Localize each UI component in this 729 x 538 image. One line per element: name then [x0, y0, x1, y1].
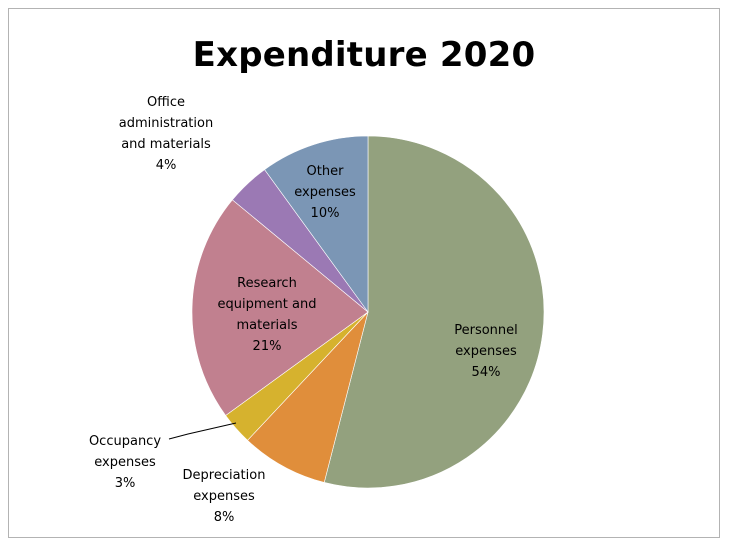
- pie-slice-depreciation-expenses: [247, 311, 369, 483]
- occupancy-leader-line: [168, 422, 237, 440]
- data-label-line: Other: [307, 164, 345, 179]
- data-label-line: Office: [147, 95, 185, 110]
- data-label-line: materials: [236, 318, 297, 333]
- data-label-depreciation-expenses: Depreciation expenses 8%: [183, 468, 266, 525]
- pie-slice-research-equipment-and-materials: [191, 199, 369, 416]
- pie-slice-other-expenses: [264, 135, 369, 313]
- data-label-line: expenses: [193, 489, 255, 504]
- chart-title: Expenditure 2020: [192, 35, 536, 75]
- data-label-occupancy-expenses: Occupancy expenses 3%: [89, 434, 161, 491]
- data-label-line: administration: [119, 116, 213, 131]
- data-label-line: 21%: [253, 339, 282, 354]
- data-label-line: Depreciation: [183, 468, 266, 483]
- data-label-personnel-expenses: Personnel expenses 54%: [454, 323, 518, 380]
- data-label-line: 10%: [311, 206, 340, 221]
- data-label-line: Research: [237, 276, 297, 291]
- data-label-line: 8%: [214, 510, 235, 525]
- data-label-line: 3%: [115, 476, 136, 491]
- data-label-line: expenses: [294, 185, 356, 200]
- data-label-office-administration-and-materials: Office administration and materials 4%: [119, 95, 213, 173]
- data-label-research-equipment-and-materials: Research equipment and materials 21%: [218, 276, 317, 354]
- data-label-line: Personnel: [454, 323, 518, 338]
- data-label-line: equipment and: [218, 297, 317, 312]
- data-label-line: 4%: [156, 158, 177, 173]
- data-label-line: Occupancy: [89, 434, 161, 449]
- data-label-line: expenses: [455, 344, 517, 359]
- pie-slice-personnel-expenses: [323, 135, 545, 489]
- data-label-line: 54%: [472, 365, 501, 380]
- data-label-other-expenses: Other expenses 10%: [294, 164, 356, 221]
- data-label-line: and materials: [121, 137, 211, 152]
- data-label-line: expenses: [94, 455, 156, 470]
